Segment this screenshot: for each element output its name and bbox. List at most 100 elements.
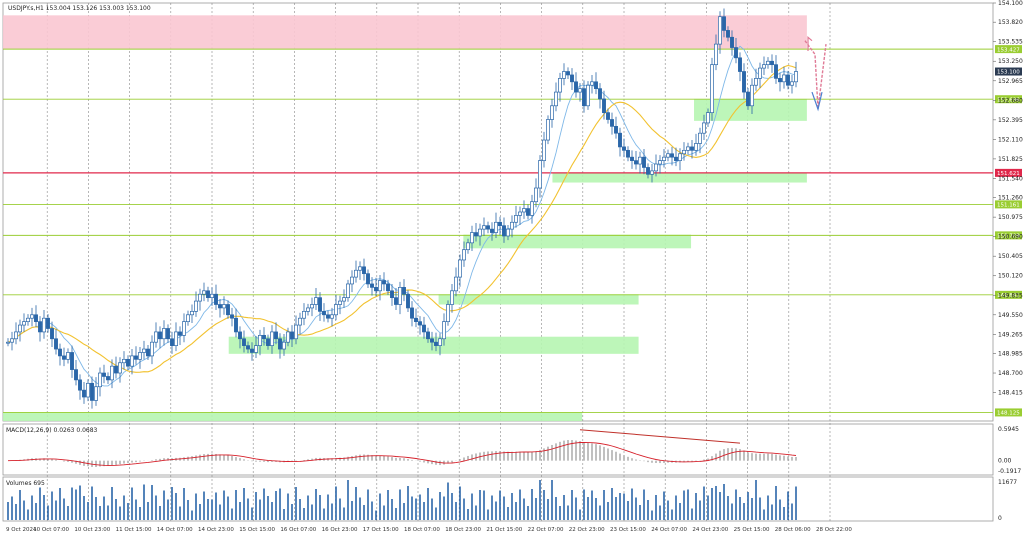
volume-tick-label: 11677: [998, 479, 1017, 486]
level-tag: [995, 200, 1022, 209]
macd-pane[interactable]: [2, 423, 994, 476]
price-tick-label: 148.415: [998, 390, 1023, 397]
candle-bull: [66, 352, 70, 360]
time-tick-label: 17 Oct 15:00: [363, 527, 399, 533]
candle-bear: [146, 348, 150, 357]
symbol-info: USDJPY.s,H1 153.004 153.126 153.003 153.…: [8, 5, 151, 12]
time-tick-label: 28 Oct 22:00: [816, 527, 852, 533]
candle-bull: [766, 60, 770, 66]
level-tag-label: 151.161: [997, 203, 1020, 209]
candle-bull: [130, 355, 134, 367]
level-tag: [995, 290, 1022, 299]
forecast-arrowhead-down: [811, 91, 823, 112]
price-tick-label: 153.250: [998, 58, 1023, 65]
candle-bull: [710, 64, 714, 113]
candle-bull: [466, 242, 470, 251]
candle-bear: [582, 88, 586, 107]
price-tick-label: 150.690: [998, 234, 1023, 241]
candle-bull: [546, 119, 550, 141]
candle-bull: [590, 81, 594, 86]
candle-bear: [626, 149, 630, 158]
candle-bull: [194, 300, 198, 312]
candle-bull: [310, 304, 314, 309]
time-tick-label: 24 Oct 07:00: [651, 527, 687, 533]
candle-bull: [458, 259, 462, 278]
candle-bull: [562, 71, 566, 79]
candle-bear: [670, 153, 674, 158]
candle-bull: [330, 314, 334, 319]
candle-bull: [6, 341, 10, 344]
candle-bear: [606, 112, 610, 120]
candle-bear: [250, 348, 254, 353]
time-tick-label: 21 Oct 15:00: [486, 527, 522, 533]
time-tick-label: 22 Oct 23:00: [569, 527, 605, 533]
candle-bear: [62, 355, 66, 360]
time-tick-label: 18 Oct 23:00: [445, 527, 481, 533]
candle-bull: [30, 314, 34, 319]
candle-bear: [610, 119, 614, 127]
candle-bear: [218, 304, 222, 309]
candle-bear: [318, 297, 322, 312]
level-tag: [995, 45, 1022, 54]
candle-bull: [450, 290, 454, 305]
levels-layer: [3, 48, 993, 413]
time-tick-label: 10 Oct 07:00: [33, 527, 69, 533]
candle-bull: [698, 132, 702, 144]
candle-bear: [374, 287, 378, 292]
candle-bear: [34, 314, 38, 322]
time-tick-label: 22 Oct 07:00: [528, 527, 564, 533]
candle-bull: [658, 160, 662, 165]
candle-bear: [630, 156, 634, 161]
candle-bear: [430, 338, 434, 343]
candle-bear: [242, 338, 246, 346]
price-tick-label: 148.700: [998, 370, 1023, 377]
zone-support: [552, 172, 807, 183]
candle-bull: [706, 112, 710, 124]
candle-bear: [726, 30, 730, 38]
zone-support: [694, 98, 807, 121]
price-pane[interactable]: [2, 2, 994, 422]
candle-bear: [238, 331, 242, 340]
level-tag: [995, 231, 1022, 240]
price-tick-label: 149.550: [998, 312, 1023, 319]
candle-bear: [646, 167, 650, 175]
macd-tick-label: 0.5945: [998, 426, 1019, 433]
forecast-path: [804, 40, 827, 110]
candle-bear: [370, 283, 374, 288]
time-tick-label: 16 Oct 07:00: [280, 527, 316, 533]
time-tick-label: 14 Oct 07:00: [157, 527, 193, 533]
price-tick-label: 150.120: [998, 273, 1023, 280]
candle-bear: [570, 74, 574, 83]
candle-bear: [226, 304, 230, 316]
candle-bull: [258, 334, 262, 346]
candle-bear: [614, 125, 618, 134]
price-tick-label: 151.260: [998, 195, 1023, 202]
candle-bear: [622, 146, 626, 151]
candle-bear: [206, 290, 210, 299]
candle-bear: [74, 369, 78, 381]
candle-bear: [394, 297, 398, 305]
candle-bear: [674, 156, 678, 161]
candle-bear: [742, 71, 746, 93]
price-tick-label: 150.405: [998, 253, 1023, 260]
candle-bear: [126, 358, 130, 367]
candle-bull: [750, 84, 754, 107]
candle-bull: [542, 139, 546, 161]
candle-bull: [142, 348, 146, 353]
candle-bull: [586, 84, 590, 107]
candle-bull: [462, 249, 466, 261]
zone-support: [3, 412, 583, 421]
candle-bear: [102, 372, 106, 377]
ma-slow-line: [7, 64, 797, 373]
candle-bull: [182, 321, 186, 336]
candle-bear: [642, 156, 646, 168]
level-tag-label: 150.709: [997, 234, 1020, 240]
candle-bull: [162, 328, 166, 340]
price-tick-label: 152.395: [998, 117, 1023, 124]
time-tick-label: 16 Oct 23:00: [322, 527, 358, 533]
zone-support: [438, 294, 639, 305]
candle-bear: [50, 328, 54, 340]
candle-bear: [598, 88, 602, 100]
candle-bear: [406, 293, 410, 309]
